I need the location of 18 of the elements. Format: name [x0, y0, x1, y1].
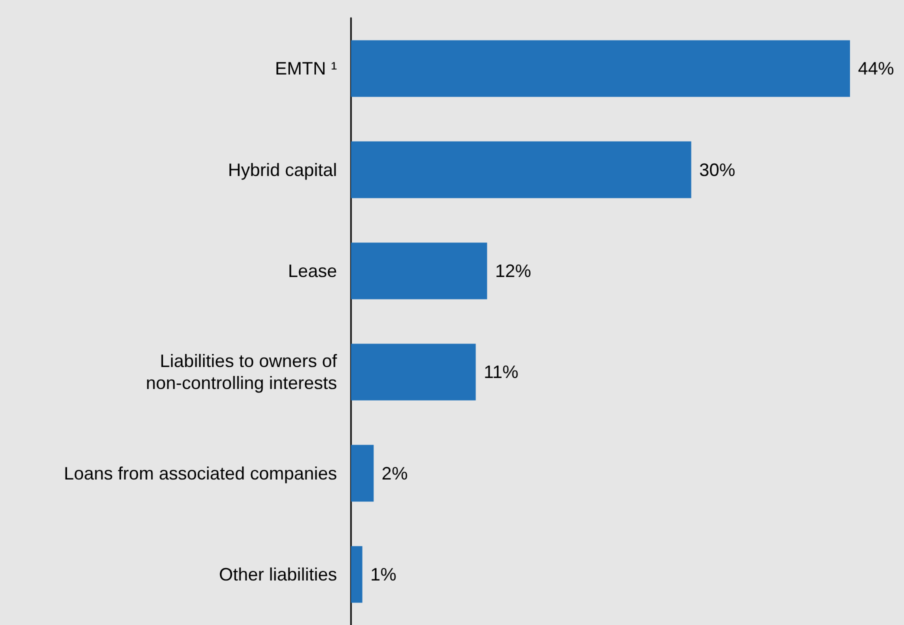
data-label: 12%: [495, 260, 532, 281]
bar: [351, 141, 692, 198]
data-label: 1%: [370, 564, 396, 584]
bar: [351, 546, 362, 603]
y-tick-label: Other liabilities: [218, 564, 337, 584]
y-tick-label: Liabilities to owners of non-controlling interests: [146, 351, 338, 394]
data-label: 11%: [484, 362, 518, 382]
bar: [351, 344, 476, 400]
data-label: 30%: [699, 160, 736, 180]
y-tick-label: EMTN ¹: [275, 58, 337, 79]
bar: [351, 242, 488, 300]
bar: [351, 40, 850, 97]
data-label: 2%: [382, 463, 408, 484]
y-tick-label: Loans from associated companies: [64, 463, 337, 484]
y-tick-label: Hybrid capital: [228, 160, 337, 180]
y-tick-label: Lease: [288, 260, 337, 281]
data-label: 44%: [858, 58, 894, 79]
bar: [351, 444, 374, 502]
